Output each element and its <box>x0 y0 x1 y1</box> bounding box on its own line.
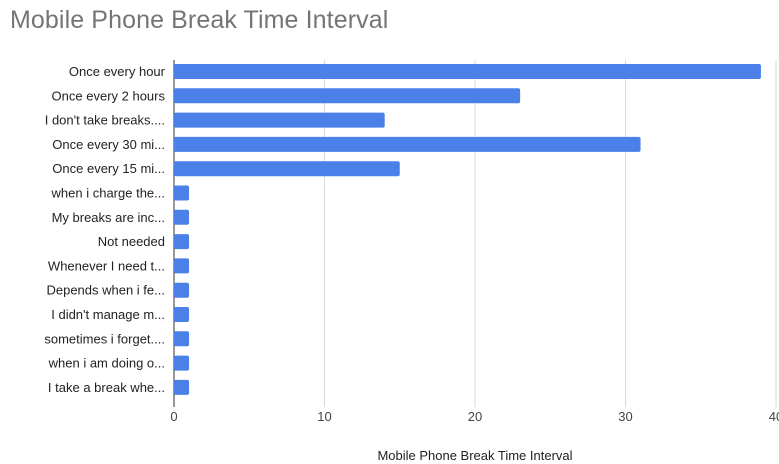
chart-title: Mobile Phone Break Time Interval <box>10 6 389 34</box>
category-label: Once every 30 mi... <box>52 137 165 152</box>
category-label: Depends when i fe... <box>46 283 165 298</box>
bar <box>174 64 761 79</box>
category-label: I take a break whe... <box>48 380 165 395</box>
bar <box>174 88 521 104</box>
category-label: Once every hour <box>69 64 166 79</box>
category-label: when i charge the... <box>51 186 165 201</box>
bar <box>174 355 190 371</box>
bar <box>174 136 641 152</box>
x-tick-label: 30 <box>618 409 632 424</box>
x-tick-label: 10 <box>317 409 331 424</box>
category-label: when i am doing o... <box>48 356 165 371</box>
category-label: Whenever I need t... <box>48 258 165 273</box>
gridlines <box>173 60 777 407</box>
bar <box>174 258 190 274</box>
x-axis-title: Mobile Phone Break Time Interval <box>377 448 572 463</box>
x-tick-label: 40 <box>769 409 779 424</box>
category-label: My breaks are inc... <box>52 210 165 225</box>
bar <box>174 234 190 250</box>
x-tick-label: 20 <box>468 409 482 424</box>
category-label: I don't take breaks.... <box>45 113 165 128</box>
bar <box>174 112 385 128</box>
x-tick-labels: 0 10 20 30 40 <box>170 409 779 424</box>
bar <box>174 161 400 177</box>
category-labels: Once every hour Once every 2 hours I don't… <box>44 64 165 395</box>
category-label: sometimes i forget.... <box>44 331 165 346</box>
bar <box>174 185 190 201</box>
category-label: Not needed <box>98 234 165 249</box>
bar <box>174 307 190 322</box>
category-label: Once every 15 mi... <box>52 161 165 176</box>
bars <box>174 64 761 395</box>
x-tick-label: 0 <box>170 409 177 424</box>
category-label: Once every 2 hours <box>52 88 166 103</box>
category-label: I didn't manage m... <box>51 307 165 322</box>
bar <box>174 379 190 395</box>
bar <box>174 209 190 225</box>
bar <box>174 331 190 347</box>
bar <box>174 282 190 298</box>
